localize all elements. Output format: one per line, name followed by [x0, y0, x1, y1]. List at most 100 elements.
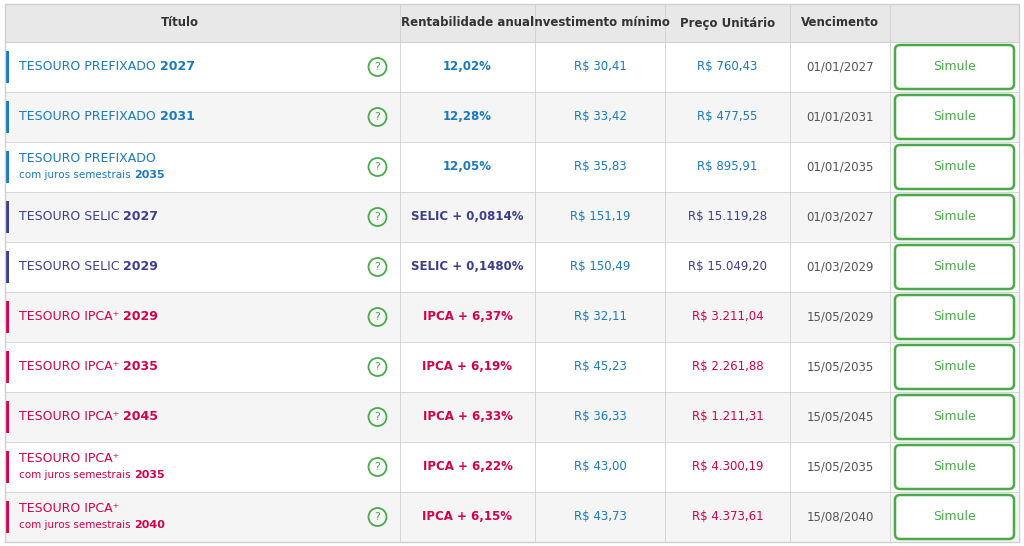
Text: TESOURO PREFIXADO: TESOURO PREFIXADO [19, 110, 160, 123]
Text: R$ 2.261,88: R$ 2.261,88 [691, 360, 763, 373]
Bar [5, 51, 9, 83]
FancyBboxPatch shape [895, 495, 1014, 539]
FancyBboxPatch shape [895, 95, 1014, 139]
Text: 12,02%: 12,02% [443, 61, 492, 74]
Text: 01/01/2031: 01/01/2031 [806, 110, 873, 123]
Text: Simule: Simule [933, 511, 976, 524]
Text: R$ 895,91: R$ 895,91 [697, 161, 758, 174]
Bar [5, 242, 1019, 292]
Text: 15/05/2045: 15/05/2045 [806, 411, 873, 424]
Text: R$ 45,23: R$ 45,23 [573, 360, 627, 373]
Text: IPCA + 6,33%: IPCA + 6,33% [423, 411, 512, 424]
Text: SELIC + 0,0814%: SELIC + 0,0814% [412, 211, 523, 223]
Text: 2029: 2029 [123, 311, 158, 323]
Bar [5, 92, 1019, 142]
Text: TESOURO SELIC: TESOURO SELIC [19, 211, 124, 223]
Text: R$ 4.373,61: R$ 4.373,61 [691, 511, 763, 524]
Text: 2029: 2029 [124, 260, 159, 274]
Text: IPCA + 6,19%: IPCA + 6,19% [423, 360, 512, 373]
Text: Simule: Simule [933, 460, 976, 473]
Text: 15/05/2029: 15/05/2029 [806, 311, 873, 323]
Text: ?: ? [375, 162, 381, 172]
Text: Título: Título [161, 16, 199, 29]
Bar [5, 151, 9, 183]
Text: 2027: 2027 [124, 211, 159, 223]
Text: ?: ? [375, 512, 381, 522]
Bar [5, 192, 1019, 242]
Text: ?: ? [375, 212, 381, 222]
Text: R$ 43,73: R$ 43,73 [573, 511, 627, 524]
Text: IPCA + 6,22%: IPCA + 6,22% [423, 460, 512, 473]
Text: R$ 4.300,19: R$ 4.300,19 [692, 460, 763, 473]
Bar [5, 442, 1019, 492]
Bar [5, 201, 9, 233]
Bar [5, 351, 9, 383]
Text: ?: ? [375, 262, 381, 272]
Text: Vencimento: Vencimento [801, 16, 879, 29]
Text: R$ 477,55: R$ 477,55 [697, 110, 758, 123]
Text: Simule: Simule [933, 311, 976, 323]
Text: R$ 33,42: R$ 33,42 [573, 110, 627, 123]
Text: Investimento mínimo: Investimento mínimo [530, 16, 670, 29]
Text: TESOURO PREFIXADO: TESOURO PREFIXADO [19, 61, 160, 74]
Text: com juros semestrais: com juros semestrais [19, 520, 134, 530]
Bar [5, 301, 9, 333]
FancyBboxPatch shape [895, 245, 1014, 289]
Bar [5, 4, 1019, 42]
Text: Simule: Simule [933, 110, 976, 123]
Text: TESOURO IPCA⁺: TESOURO IPCA⁺ [19, 453, 119, 466]
Text: Simule: Simule [933, 161, 976, 174]
Text: ?: ? [375, 462, 381, 472]
FancyBboxPatch shape [895, 445, 1014, 489]
Text: IPCA + 6,15%: IPCA + 6,15% [423, 511, 512, 524]
Text: 15/05/2035: 15/05/2035 [806, 360, 873, 373]
Text: R$ 1.211,31: R$ 1.211,31 [691, 411, 763, 424]
Text: R$ 3.211,04: R$ 3.211,04 [691, 311, 763, 323]
Text: 2040: 2040 [134, 520, 165, 530]
Text: Simule: Simule [933, 260, 976, 274]
Text: SELIC + 0,1480%: SELIC + 0,1480% [412, 260, 523, 274]
Text: R$ 15.049,20: R$ 15.049,20 [688, 260, 767, 274]
Text: ?: ? [375, 112, 381, 122]
Text: R$ 35,83: R$ 35,83 [573, 161, 627, 174]
FancyBboxPatch shape [895, 345, 1014, 389]
Text: R$ 43,00: R$ 43,00 [573, 460, 627, 473]
Text: Simule: Simule [933, 360, 976, 373]
Text: TESOURO SELIC: TESOURO SELIC [19, 260, 124, 274]
Bar [5, 101, 9, 133]
Text: 01/03/2029: 01/03/2029 [806, 260, 873, 274]
Bar [5, 401, 9, 433]
Text: R$ 150,49: R$ 150,49 [569, 260, 630, 274]
Text: R$ 32,11: R$ 32,11 [573, 311, 627, 323]
FancyBboxPatch shape [895, 195, 1014, 239]
Bar [5, 142, 1019, 192]
Text: 2045: 2045 [123, 411, 159, 424]
Text: 2035: 2035 [134, 470, 165, 480]
Text: TESOURO IPCA⁺: TESOURO IPCA⁺ [19, 502, 119, 515]
Text: com juros semestrais: com juros semestrais [19, 470, 134, 480]
Text: Rentabilidade anual: Rentabilidade anual [401, 16, 534, 29]
Text: TESOURO IPCA⁺: TESOURO IPCA⁺ [19, 311, 123, 323]
Text: ?: ? [375, 362, 381, 372]
Bar [5, 251, 9, 283]
FancyBboxPatch shape [895, 45, 1014, 89]
Text: Simule: Simule [933, 211, 976, 223]
Text: 01/03/2027: 01/03/2027 [806, 211, 873, 223]
Bar [5, 492, 1019, 542]
Text: 2035: 2035 [123, 360, 158, 373]
Text: 2031: 2031 [160, 110, 195, 123]
Bar [5, 42, 1019, 92]
Text: 01/01/2027: 01/01/2027 [806, 61, 873, 74]
Text: IPCA + 6,37%: IPCA + 6,37% [423, 311, 512, 323]
Text: ?: ? [375, 62, 381, 72]
Text: 15/05/2035: 15/05/2035 [806, 460, 873, 473]
FancyBboxPatch shape [895, 395, 1014, 439]
Text: TESOURO IPCA⁺: TESOURO IPCA⁺ [19, 360, 123, 373]
Text: Simule: Simule [933, 411, 976, 424]
Text: 2035: 2035 [134, 170, 165, 180]
Bar [5, 392, 1019, 442]
Text: 15/08/2040: 15/08/2040 [806, 511, 873, 524]
Text: Preço Unitário: Preço Unitário [680, 16, 775, 29]
Bar [5, 292, 1019, 342]
Text: 2027: 2027 [160, 61, 195, 74]
